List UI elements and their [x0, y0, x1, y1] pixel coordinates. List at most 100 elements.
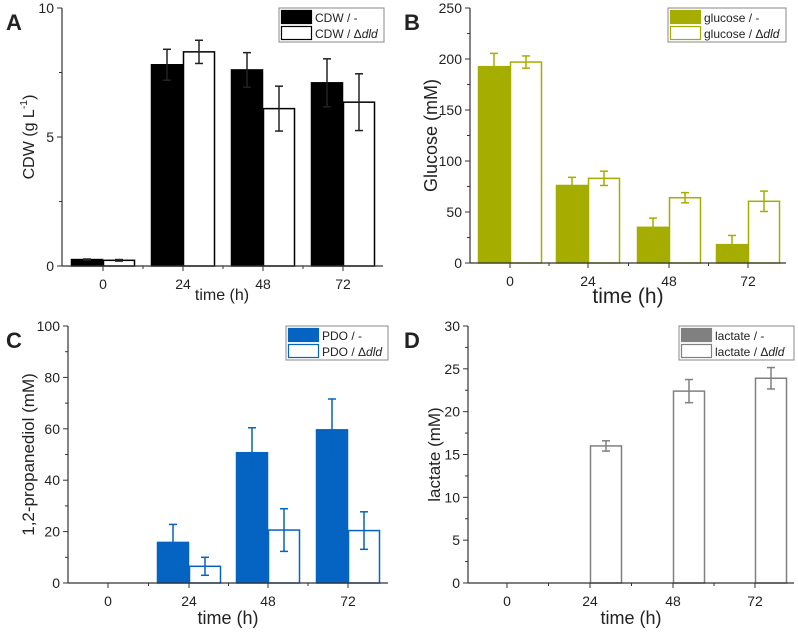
x-tick-label: 24	[580, 273, 596, 289]
y-axis-title: lactate (mM)	[425, 407, 444, 501]
x-tick-label: 48	[661, 273, 677, 289]
legend-swatch	[280, 25, 313, 41]
legend-label-text: PDO / Δ	[322, 345, 366, 359]
x-tick-label: 0	[503, 593, 511, 609]
legend-swatch	[280, 9, 313, 25]
y-tick-label: 150	[439, 102, 463, 118]
bar	[555, 184, 589, 264]
legend-label: CDW / -	[315, 11, 358, 25]
bar	[262, 107, 296, 267]
legend: PDO / - PDO / Δdld	[285, 325, 389, 361]
bar	[182, 51, 216, 267]
legend-label-text: lactate / -	[715, 329, 764, 343]
legend-label: lactate / -	[715, 329, 764, 343]
legend-label-italic: dld	[366, 345, 382, 359]
legend-label-text: CDW / -	[315, 11, 358, 25]
y-tick-label: 250	[439, 0, 463, 16]
legend-label-italic: dld	[362, 27, 378, 41]
y-tick-label: 20	[444, 404, 460, 420]
y-axis-title-main: lactate (mM)	[425, 407, 444, 501]
y-tick-label: 80	[44, 369, 60, 385]
legend: CDW / - CDW / Δdld	[278, 7, 385, 43]
legend-swatch	[669, 25, 702, 41]
panel-letter: B	[404, 10, 420, 35]
panel-d: D 0 5 10 15 20 25 30 0 24 48 72 time (h) lactate (mM)…	[404, 318, 795, 628]
x-tick-label: 24	[181, 593, 197, 609]
legend-label-text: PDO / -	[322, 329, 362, 343]
bar	[509, 61, 543, 264]
y-tick-label: 100	[37, 318, 61, 334]
panel-letter: C	[6, 328, 22, 353]
x-tick-label: 24	[175, 276, 191, 292]
bar	[672, 390, 706, 584]
y-tick-label: 40	[44, 472, 60, 488]
y-tick-label: 50	[446, 204, 462, 220]
y-tick-label: 0	[52, 575, 60, 591]
legend-label: PDO / -	[322, 329, 362, 343]
y-axis-title-main: 1,2-propanediol (mM)	[19, 373, 38, 536]
x-tick-label: 72	[335, 276, 351, 292]
legend-label-text: glucose / -	[704, 11, 759, 25]
x-tick-label: 0	[99, 276, 107, 292]
bar	[310, 82, 344, 267]
legend-label: CDW / Δdld	[315, 27, 378, 41]
y-axis-title-main: CDW (g L	[21, 109, 38, 179]
y-tick-label: 0	[454, 255, 462, 271]
bar	[230, 69, 264, 267]
bar	[668, 196, 702, 264]
legend: glucose / - glucose / Δdld	[667, 7, 787, 43]
y-tick-label: 10	[38, 0, 54, 16]
bar	[754, 377, 788, 584]
x-tick-label: 0	[104, 593, 112, 609]
x-axis-title: time (h)	[195, 287, 249, 304]
x-tick-label: 48	[260, 593, 276, 609]
x-tick-label: 0	[506, 273, 514, 289]
x-tick-label: 48	[665, 593, 681, 609]
legend: lactate / - lactate / Δdld	[678, 325, 795, 361]
legend-label-text: lactate / Δ	[715, 345, 768, 359]
y-axis-title: 1,2-propanediol (mM)	[19, 373, 38, 536]
legend-swatch	[680, 343, 713, 359]
legend-swatch	[680, 327, 713, 343]
y-tick-label: 15	[444, 447, 460, 463]
y-tick-label: 20	[44, 524, 60, 540]
legend-swatch	[287, 327, 320, 343]
y-axis-title: Glucose (mM)	[421, 79, 441, 192]
y-tick-label: 100	[439, 153, 463, 169]
x-axis-title: time (h)	[600, 608, 661, 628]
x-tick-label: 72	[340, 593, 356, 609]
y-axis-title-sup: -1	[19, 100, 30, 109]
panel-letter: D	[404, 328, 420, 353]
legend-label-italic: dld	[768, 345, 784, 359]
bar	[587, 177, 621, 264]
legend-swatch	[669, 9, 702, 25]
legend-label: glucose / -	[704, 11, 759, 25]
legend-label-text: CDW / Δ	[315, 27, 362, 41]
legend-label-text: glucose / Δ	[704, 27, 763, 41]
y-tick-label: 60	[44, 421, 60, 437]
legend-label: PDO / Δdld	[322, 345, 382, 359]
legend-swatch	[287, 343, 320, 359]
panel-c: C 0 20 40 60 80 100 0 24 48 72 time (h) 1,2-propaned…	[6, 318, 389, 628]
panel-b: B 0 50 100 150 200 250 0 24 48 72 time (h) Glucose (…	[404, 0, 787, 308]
x-axis-title: time (h)	[197, 608, 258, 628]
y-tick-label: 0	[46, 258, 54, 274]
x-axis-title: time (h)	[592, 285, 663, 308]
y-tick-label: 200	[439, 51, 463, 67]
y-tick-label: 10	[444, 489, 460, 505]
y-tick-label: 0	[452, 575, 460, 591]
bar	[150, 64, 184, 267]
y-tick-label: 5	[46, 129, 54, 145]
y-tick-label: 5	[452, 532, 460, 548]
y-axis-title-main: Glucose (mM)	[421, 79, 441, 192]
legend-label-italic: dld	[763, 27, 779, 41]
x-tick-label: 72	[740, 273, 756, 289]
bar	[589, 445, 623, 584]
x-tick-label: 24	[582, 593, 598, 609]
legend-label: glucose / Δdld	[704, 27, 780, 41]
y-tick-label: 25	[444, 361, 460, 377]
x-tick-label: 48	[255, 276, 271, 292]
y-axis-title: CDW (g L-1)	[19, 95, 38, 180]
